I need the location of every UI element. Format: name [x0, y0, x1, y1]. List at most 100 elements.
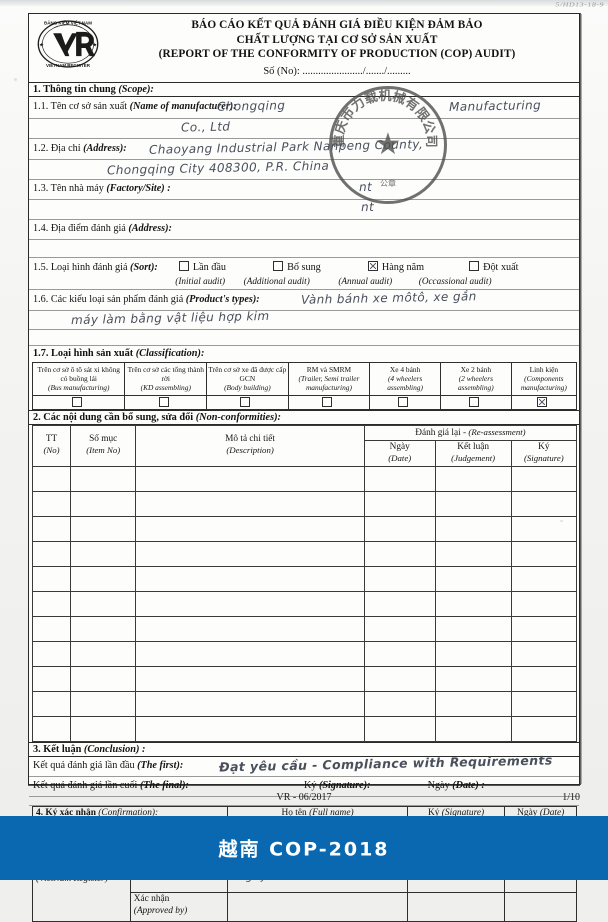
checkbox-additional-audit[interactable]: [273, 260, 284, 271]
field-1-3-value-line2: nt: [360, 199, 375, 214]
checkbox-4wheelers-assembling[interactable]: [398, 396, 409, 407]
nc-cell-judgement[interactable]: [434, 665, 512, 692]
sort-option-initial-label: Lần đầu: [192, 261, 226, 273]
nc-cell-item[interactable]: [70, 715, 137, 742]
nc-cell-no[interactable]: [31, 565, 72, 592]
confirmation-date-approved[interactable]: [504, 892, 577, 922]
nc-cell-description[interactable]: [135, 715, 365, 742]
nc-cell-signature[interactable]: [510, 715, 578, 742]
nc-cell-judgement[interactable]: [434, 565, 512, 592]
nc-cell-no[interactable]: [31, 690, 72, 717]
nc-cell-no[interactable]: [31, 640, 72, 667]
nc-cell-date[interactable]: [363, 665, 436, 692]
nc-cell-description[interactable]: [135, 690, 365, 717]
nc-cell-no[interactable]: [31, 715, 72, 742]
nc-cell-signature[interactable]: [510, 590, 578, 617]
nc-cell-judgement[interactable]: [434, 715, 512, 742]
checkbox-body-building[interactable]: [240, 396, 251, 407]
checkbox-initial-audit[interactable]: [178, 260, 189, 271]
nc-cell-signature[interactable]: [510, 690, 578, 717]
nc-cell-no[interactable]: [31, 615, 72, 642]
nc-cell-date[interactable]: [363, 690, 436, 717]
classification-col-bus: Trên cơ sở ô tô sát xi không có buồng lá…: [31, 361, 126, 396]
nc-cell-description[interactable]: [135, 590, 365, 617]
nc-cell-signature[interactable]: [510, 565, 578, 592]
nc-cell-date[interactable]: [363, 715, 436, 742]
checkbox-bus-manufacturing[interactable]: [71, 396, 82, 407]
nc-cell-description[interactable]: [135, 665, 365, 692]
classification-col-kd: Trên cơ sở các tổng thành rời (KD assemb…: [124, 361, 208, 396]
nc-cell-item[interactable]: [70, 465, 137, 492]
nc-cell-judgement[interactable]: [434, 590, 512, 617]
sort-option-initial[interactable]: Lần đầu: [178, 260, 229, 273]
nc-cell-date[interactable]: [363, 515, 436, 542]
nc-cell-description[interactable]: [135, 515, 365, 542]
nc-cell-no[interactable]: [31, 515, 72, 542]
nc-cell-description[interactable]: [135, 465, 365, 492]
nc-cell-no[interactable]: [31, 465, 72, 492]
nc-cell-date[interactable]: [363, 590, 436, 617]
nc-cell-item[interactable]: [70, 565, 137, 592]
checkbox-occasional-audit[interactable]: [469, 260, 480, 271]
nc-cell-signature[interactable]: [510, 465, 578, 492]
classification-checkbox-cell-2wheel[interactable]: [439, 394, 512, 410]
checkbox-2wheelers-assembling[interactable]: [468, 396, 479, 407]
checkbox-kd-assembling[interactable]: [158, 396, 169, 407]
nc-cell-date[interactable]: [363, 465, 436, 492]
classification-checkbox-cell-4wheel[interactable]: [369, 394, 441, 410]
nc-cell-signature[interactable]: [510, 615, 578, 642]
nc-cell-date[interactable]: [363, 565, 436, 592]
nc-cell-description[interactable]: [135, 540, 365, 567]
nc-cell-item[interactable]: [70, 690, 137, 717]
nc-cell-item[interactable]: [70, 515, 137, 542]
classification-col-4wheel-vi: Xe 4 bánh: [389, 364, 421, 374]
nc-cell-description[interactable]: [135, 615, 365, 642]
field-1-1: 1.1. Tên cơ sở sản xuất (Name of manufac…: [29, 97, 579, 119]
nc-cell-no[interactable]: [31, 665, 72, 692]
nc-cell-signature[interactable]: [510, 490, 578, 517]
nc-cell-judgement[interactable]: [434, 540, 512, 567]
nc-cell-judgement[interactable]: [434, 515, 512, 542]
sort-option-additional[interactable]: Bổ sung: [273, 260, 323, 273]
table-row: [31, 565, 578, 592]
nc-cell-judgement[interactable]: [434, 490, 512, 517]
nc-cell-judgement[interactable]: [434, 465, 512, 492]
nc-cell-signature[interactable]: [510, 540, 578, 567]
classification-checkbox-cell-components[interactable]: [510, 394, 578, 410]
nc-cell-signature[interactable]: [510, 515, 578, 542]
nc-cell-no[interactable]: [31, 540, 72, 567]
nc-cell-item[interactable]: [70, 640, 137, 667]
nc-cell-item[interactable]: [70, 615, 137, 642]
nc-cell-date[interactable]: [363, 640, 436, 667]
nc-cell-item[interactable]: [70, 540, 137, 567]
nc-col-signature-vi: Ký: [538, 441, 550, 452]
checkbox-trailer-manufacturing[interactable]: [321, 396, 332, 407]
nc-cell-date[interactable]: [363, 540, 436, 567]
nc-cell-no[interactable]: [31, 490, 72, 517]
classification-checkbox-cell-kd[interactable]: [124, 394, 208, 410]
nc-cell-item[interactable]: [70, 590, 137, 617]
nc-cell-description[interactable]: [135, 640, 365, 667]
nc-cell-item[interactable]: [70, 490, 137, 517]
checkbox-components-manufacturing[interactable]: [536, 396, 547, 407]
nc-cell-judgement[interactable]: [434, 640, 512, 667]
sort-option-annual[interactable]: Hàng năm: [367, 260, 427, 273]
nc-cell-signature[interactable]: [510, 665, 578, 692]
classification-checkbox-cell-trailer[interactable]: [287, 394, 371, 410]
nc-cell-signature[interactable]: [510, 640, 578, 667]
nc-cell-judgement[interactable]: [434, 690, 512, 717]
section2-heading-vi: 2. Các nội dung cần bổ sung, sửa đổi: [33, 411, 194, 423]
nc-cell-description[interactable]: [135, 565, 365, 592]
nc-cell-description[interactable]: [135, 490, 365, 517]
checkbox-annual-audit[interactable]: [367, 260, 378, 271]
nc-cell-date[interactable]: [363, 615, 436, 642]
confirmation-fullname-approved[interactable]: [227, 892, 408, 922]
nc-cell-no[interactable]: [31, 590, 72, 617]
nc-cell-item[interactable]: [70, 665, 137, 692]
nc-cell-judgement[interactable]: [434, 615, 512, 642]
classification-checkbox-cell-body[interactable]: [206, 394, 289, 410]
classification-checkbox-cell-bus[interactable]: [31, 394, 126, 410]
confirmation-signature-approved[interactable]: [406, 892, 506, 922]
nc-cell-date[interactable]: [363, 490, 436, 517]
sort-option-occasional[interactable]: Đột xuất: [469, 260, 518, 273]
